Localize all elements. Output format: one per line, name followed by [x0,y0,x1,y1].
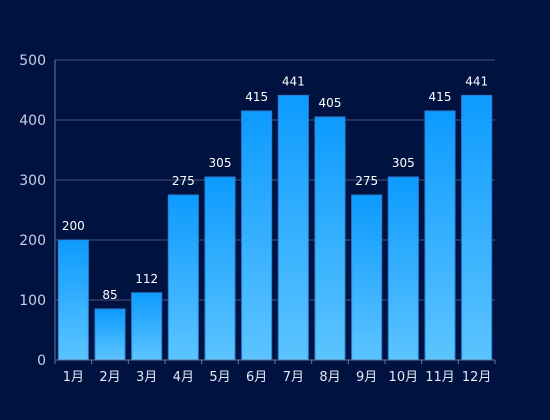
x-tick-label: 2月 [99,370,120,385]
data-label: 305 [392,156,415,170]
x-tick-label: 10月 [389,370,419,385]
data-label: 305 [209,156,232,170]
bar-6 [241,110,273,361]
x-tick-label: 12月 [462,370,492,385]
bar-9 [351,194,383,361]
x-tick-label: 4月 [173,370,194,385]
x-tick-label: 7月 [283,370,304,385]
x-tick-label: 5月 [209,370,230,385]
data-label: 275 [172,174,195,188]
axes: 0 100 200 300 400 500 1月 2月 3月 4月 5月 6月 7月 8月 9月 10月 11月… [19,53,496,385]
y-tick-label: 200 [19,233,46,249]
x-tick-label: 11月 [425,370,455,385]
bar-3 [131,292,163,361]
data-label: 441 [282,74,305,88]
bar-5 [204,176,236,361]
x-tick-label: 6月 [246,370,267,385]
x-tick-label: 3月 [136,370,157,385]
y-tick-label: 300 [19,173,46,189]
bar-4 [167,194,199,361]
bar-series [57,94,493,361]
data-label: 441 [465,74,488,88]
bar-10 [387,176,419,361]
bar-2 [94,308,126,361]
data-label: 112 [135,272,158,286]
bar-11 [424,110,456,361]
data-label: 85 [102,288,117,302]
y-tick-label: 500 [19,53,46,69]
x-tick-label: 1月 [63,370,84,385]
x-tick-label: 8月 [319,370,340,385]
bar-8 [314,116,346,361]
bar-12 [461,94,493,361]
data-labels: 200 85 112 275 305 415 441 405 275 305 415 441 [62,74,488,302]
x-tick-label: 9月 [356,370,377,385]
bar-7 [277,94,309,361]
y-tick-label: 400 [19,113,46,129]
grid-lines [55,59,495,301]
data-label: 275 [355,174,378,188]
data-label: 200 [62,219,85,233]
data-label: 415 [429,90,452,104]
data-label: 415 [245,90,268,104]
bar-1 [57,239,89,361]
y-tick-label: 0 [37,353,46,369]
data-label: 405 [319,96,342,110]
y-tick-label: 100 [19,293,46,309]
